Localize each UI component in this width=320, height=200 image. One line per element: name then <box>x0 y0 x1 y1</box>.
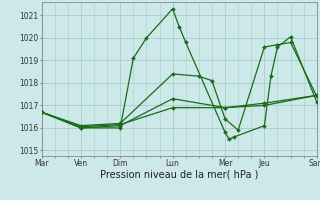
X-axis label: Pression niveau de la mer( hPa ): Pression niveau de la mer( hPa ) <box>100 170 258 180</box>
